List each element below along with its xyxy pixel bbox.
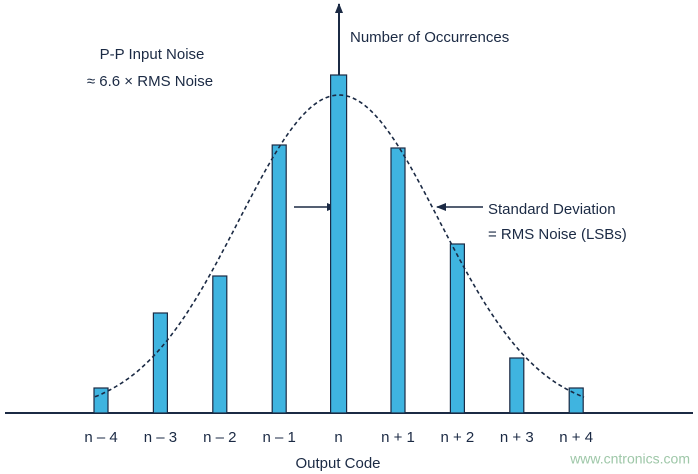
x-tick-label: n + 1 [381,429,415,446]
bars [93,74,584,414]
annotation: Standard Deviation [488,201,616,218]
y-axis-label: Number of Occurrences [350,29,509,46]
bar [271,144,287,414]
x-tick-label: n – 3 [144,429,177,446]
x-tick-label: n – 4 [84,429,117,446]
bar [568,387,584,414]
watermark: www.cntronics.com [569,451,690,467]
x-tick-label: n – 2 [203,429,236,446]
x-tick-label: n [334,429,342,446]
bar [390,147,406,414]
x-tick-label: n + 3 [500,429,534,446]
bar [152,312,168,414]
x-axis-label: Output Code [295,455,380,472]
bar [330,74,348,414]
bar [449,243,465,414]
x-tick-label: n + 2 [441,429,475,446]
annotation: ≈ 6.6 × RMS Noise [87,73,213,90]
annotation: P-P Input Noise [100,46,205,63]
bar [93,387,109,414]
gaussian-curve [94,94,585,398]
annotation: = RMS Noise (LSBs) [488,226,627,243]
bar [212,275,228,414]
bar [509,357,525,414]
x-tick-label: n – 1 [263,429,296,446]
x-tick-label: n + 4 [559,429,593,446]
